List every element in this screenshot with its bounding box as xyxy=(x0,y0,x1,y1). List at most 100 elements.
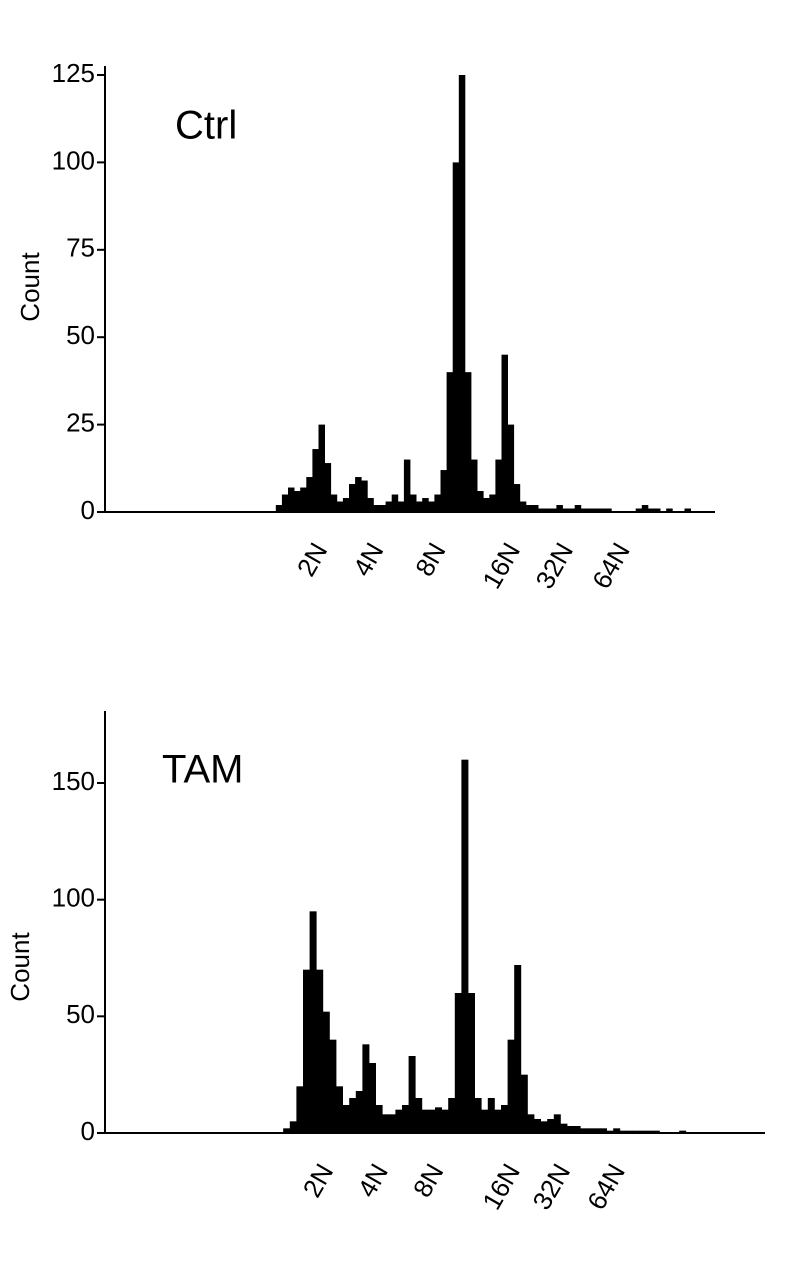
histogram-bar xyxy=(550,508,557,512)
chart-title: TAM xyxy=(162,748,243,792)
histogram-bar xyxy=(322,1011,330,1133)
histogram-bar xyxy=(574,505,582,512)
histogram-bar xyxy=(525,505,533,512)
histogram-bar xyxy=(494,1109,502,1133)
histogram-bar xyxy=(684,508,691,512)
histogram-bar xyxy=(296,1086,304,1133)
y-tick-label: 0 xyxy=(81,1116,95,1146)
y-tick-label: 100 xyxy=(52,883,95,913)
y-tick-label: 50 xyxy=(66,999,95,1029)
histogram-bar xyxy=(639,1130,647,1133)
histogram-bar xyxy=(600,1128,607,1133)
x-tick-label: 64N xyxy=(581,1158,631,1214)
y-tick-label: 150 xyxy=(52,766,95,796)
histogram-bar xyxy=(362,1044,370,1133)
histogram-bar xyxy=(547,1119,555,1133)
histogram-bar xyxy=(633,1130,640,1133)
histogram-bar xyxy=(654,508,661,512)
histogram-bar xyxy=(586,1128,594,1133)
histogram-bar xyxy=(329,1039,337,1133)
histogram-bar xyxy=(679,1130,687,1133)
histogram-bar xyxy=(495,459,502,512)
histogram-bar xyxy=(408,1056,416,1133)
histogram-bar xyxy=(288,487,295,512)
histogram-bar xyxy=(403,459,411,512)
x-tick-label: 2N xyxy=(297,1158,340,1202)
y-tick-label: 25 xyxy=(66,407,95,437)
histogram-bar xyxy=(336,1086,343,1133)
histogram-bar xyxy=(283,1128,291,1133)
histogram-bar xyxy=(318,424,325,512)
histogram-bar xyxy=(540,1121,548,1133)
histogram-bar xyxy=(586,508,594,512)
histogram-bar xyxy=(501,354,508,512)
histogram-bar xyxy=(593,1128,601,1133)
histogram-bar xyxy=(422,498,429,512)
histogram-bar xyxy=(471,459,478,512)
histogram-bar xyxy=(373,505,380,512)
histogram-bar xyxy=(440,470,447,512)
y-tick-label: 125 xyxy=(52,58,95,88)
histogram-bar xyxy=(303,969,310,1133)
histogram-bar xyxy=(626,1130,634,1133)
histogram-bar xyxy=(281,494,289,512)
histogram-bar xyxy=(382,1114,390,1133)
histogram-bar xyxy=(355,1091,363,1133)
histogram-bar xyxy=(289,1121,297,1133)
histogram-bar xyxy=(468,993,475,1133)
histogram-bar xyxy=(385,501,393,512)
histogram-bar xyxy=(312,449,319,512)
histogram-bar xyxy=(481,1109,489,1133)
histogram-bar xyxy=(489,494,496,512)
histogram-bar xyxy=(556,505,563,512)
histogram-bar xyxy=(448,1098,456,1133)
histogram-bar xyxy=(580,1128,588,1133)
histogram-bar xyxy=(606,1130,614,1133)
histogram-bar xyxy=(477,491,484,512)
histogram-bar xyxy=(613,1128,621,1133)
histogram-bar xyxy=(415,1098,423,1133)
histogram-bar xyxy=(454,993,462,1133)
histogram-bar xyxy=(434,494,441,512)
histogram-bar xyxy=(534,1119,541,1133)
x-tick-label: 4N xyxy=(347,537,390,581)
histogram-bar xyxy=(379,505,386,512)
histogram-bar xyxy=(361,480,368,512)
histogram-bar xyxy=(342,1105,350,1133)
histogram-bar xyxy=(355,477,362,512)
histogram-bar xyxy=(560,1123,568,1133)
histogram-bar xyxy=(428,1109,436,1133)
histogram-bar xyxy=(507,1039,515,1133)
histogram-bar xyxy=(666,508,673,512)
histogram-bar xyxy=(275,505,283,512)
histogram-bar xyxy=(428,501,435,512)
histogram-bar xyxy=(593,508,600,512)
y-tick-label: 100 xyxy=(52,145,95,175)
histogram-bar xyxy=(562,508,569,512)
histogram-bar xyxy=(474,1098,482,1133)
histogram-bar xyxy=(507,424,515,512)
x-tick-label: 2N xyxy=(291,537,334,581)
histogram-bar xyxy=(391,494,399,512)
chart-title: Ctrl xyxy=(175,104,237,148)
y-axis-label: Count xyxy=(15,252,45,322)
histogram-bar xyxy=(395,1109,403,1133)
x-tick-label: 8N xyxy=(407,1158,450,1202)
histogram-bar xyxy=(375,1105,383,1133)
histogram-bar xyxy=(553,1114,561,1133)
x-tick-label: 16N xyxy=(476,537,526,593)
histogram-bar xyxy=(294,491,301,512)
histogram-bar xyxy=(410,494,417,512)
histogram-bar xyxy=(464,372,472,512)
histogram-bar xyxy=(306,477,313,512)
histogram-bar xyxy=(452,162,460,512)
y-tick-label: 50 xyxy=(66,320,95,350)
x-tick-label: 32N xyxy=(529,537,579,593)
y-tick-label: 75 xyxy=(66,233,95,263)
histogram-bar xyxy=(349,484,356,512)
histogram-bar xyxy=(300,487,307,512)
histogram-bar xyxy=(652,1130,660,1133)
histogram-bar xyxy=(538,508,545,512)
histogram-bar xyxy=(483,498,490,512)
histogram-bar xyxy=(573,1126,581,1133)
